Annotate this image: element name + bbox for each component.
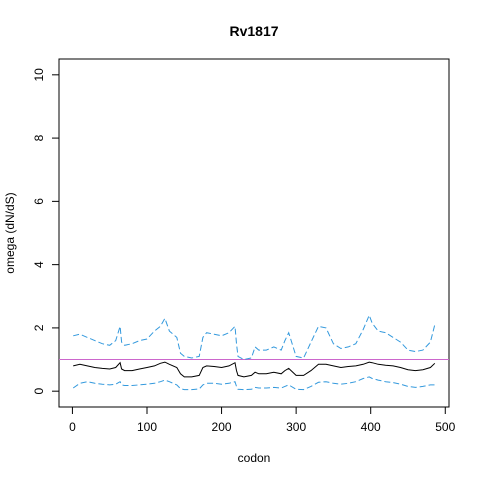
y-axis-label: omega (dN/dS): [3, 192, 17, 273]
x-tick-label: 500: [435, 420, 455, 434]
x-tick-label: 400: [361, 420, 381, 434]
y-tick-label: 6: [32, 198, 46, 205]
y-tick-label: 4: [32, 261, 46, 268]
x-tick-label: 0: [69, 420, 76, 434]
y-tick-label: 10: [32, 68, 46, 82]
series-line-mean: [73, 361, 436, 378]
series-line-lower: [72, 376, 435, 391]
x-tick-label: 200: [212, 420, 232, 434]
x-tick-label: 300: [286, 420, 306, 434]
y-tick-label: 2: [32, 324, 46, 331]
y-tick-label: 0: [32, 388, 46, 395]
chart-axes: 0 100 200 300 400 500 0 2 4 6 8 10: [32, 68, 456, 434]
plot-frame: [58, 58, 450, 408]
chart-title: Rv1817: [229, 23, 278, 39]
x-axis-label: codon: [238, 451, 271, 465]
series-line-upper: [73, 313, 436, 361]
plot-area: [58, 58, 450, 408]
x-tick-label: 100: [137, 420, 157, 434]
series-layer: [59, 313, 449, 391]
y-tick-label: 8: [32, 134, 46, 141]
